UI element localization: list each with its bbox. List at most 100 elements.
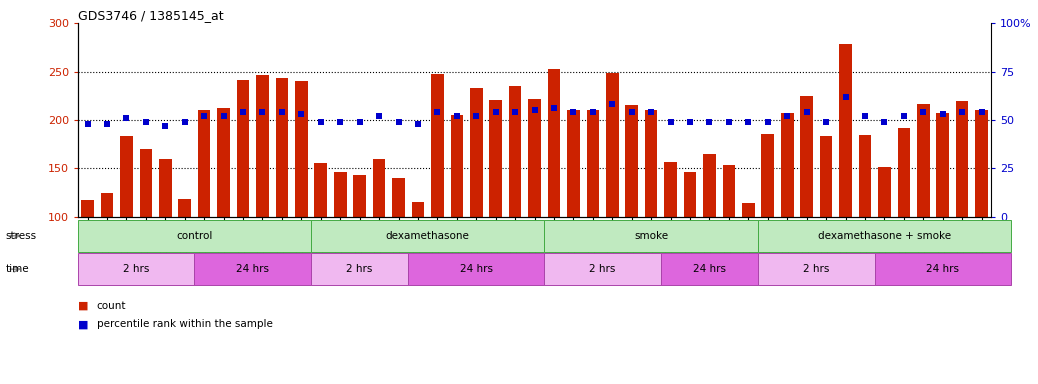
Text: smoke: smoke [634, 231, 668, 241]
Point [448, 113, 465, 119]
Point [468, 113, 485, 119]
Bar [256, 75, 269, 314]
Point [702, 119, 718, 125]
Bar [858, 134, 871, 314]
Point [351, 119, 367, 125]
Text: dexamethasone: dexamethasone [386, 231, 469, 241]
Text: ■: ■ [78, 301, 88, 311]
Bar [315, 163, 327, 314]
Point [720, 119, 737, 125]
Bar [722, 165, 735, 314]
Point [312, 119, 329, 125]
Point [914, 109, 931, 115]
Point [488, 109, 504, 115]
Point [196, 113, 213, 119]
Point [507, 109, 523, 115]
Point [740, 119, 757, 125]
Point [274, 109, 291, 115]
Point [896, 113, 912, 119]
Point [235, 109, 251, 115]
Bar [586, 110, 599, 314]
Bar [839, 45, 852, 314]
Bar [762, 134, 774, 314]
Point [682, 119, 699, 125]
Point [643, 109, 659, 115]
Text: 24 hrs: 24 hrs [693, 264, 726, 274]
Point [856, 113, 873, 119]
Text: 24 hrs: 24 hrs [237, 264, 269, 274]
Point [662, 119, 679, 125]
Text: ■: ■ [78, 319, 88, 329]
Text: 24 hrs: 24 hrs [460, 264, 493, 274]
Bar [703, 154, 716, 314]
Bar [820, 136, 832, 314]
Point [934, 111, 951, 117]
Point [624, 109, 640, 115]
Bar [567, 110, 580, 314]
Point [118, 115, 135, 121]
Bar [528, 99, 541, 314]
Point [410, 121, 427, 127]
Text: percentile rank within the sample: percentile rank within the sample [97, 319, 272, 329]
Bar [159, 159, 171, 314]
Text: 24 hrs: 24 hrs [926, 264, 959, 274]
Bar [431, 74, 443, 314]
Point [584, 109, 601, 115]
Bar [509, 86, 521, 314]
Point [818, 119, 835, 125]
Bar [139, 149, 153, 314]
Point [429, 109, 445, 115]
Text: dexamethasone + smoke: dexamethasone + smoke [818, 231, 951, 241]
Point [157, 123, 173, 129]
Text: 2 hrs: 2 hrs [803, 264, 829, 274]
Point [254, 109, 271, 115]
Bar [976, 110, 988, 314]
Bar [276, 78, 289, 314]
Bar [334, 172, 347, 314]
Text: 2 hrs: 2 hrs [590, 264, 616, 274]
Bar [392, 178, 405, 314]
Point [138, 119, 155, 125]
Bar [606, 73, 619, 314]
Point [99, 121, 115, 127]
Point [876, 119, 893, 125]
Point [974, 109, 990, 115]
Bar [917, 104, 930, 314]
Point [176, 119, 193, 125]
Bar [470, 88, 483, 314]
Bar [878, 167, 891, 314]
Text: control: control [176, 231, 213, 241]
Bar [800, 96, 813, 314]
Point [546, 105, 563, 111]
Bar [373, 159, 385, 314]
Point [215, 113, 231, 119]
Point [390, 119, 407, 125]
Text: 2 hrs: 2 hrs [347, 264, 373, 274]
Bar [684, 172, 696, 314]
Bar [489, 99, 502, 314]
Bar [898, 128, 910, 314]
Bar [548, 69, 561, 314]
Point [526, 107, 543, 113]
Bar [450, 115, 463, 314]
Point [293, 111, 309, 117]
Bar [353, 175, 366, 314]
Bar [742, 204, 755, 314]
Bar [198, 110, 211, 314]
Text: GDS3746 / 1385145_at: GDS3746 / 1385145_at [78, 9, 223, 22]
Bar [664, 162, 677, 314]
Bar [956, 101, 968, 314]
Bar [781, 113, 793, 314]
Point [604, 101, 621, 108]
Point [371, 113, 387, 119]
Bar [217, 108, 230, 314]
Point [565, 109, 581, 115]
Bar [101, 193, 113, 314]
Text: 2 hrs: 2 hrs [122, 264, 149, 274]
Bar [81, 200, 93, 314]
Bar [626, 106, 638, 314]
Bar [412, 202, 425, 314]
Point [778, 113, 795, 119]
Bar [237, 80, 249, 314]
Point [798, 109, 815, 115]
